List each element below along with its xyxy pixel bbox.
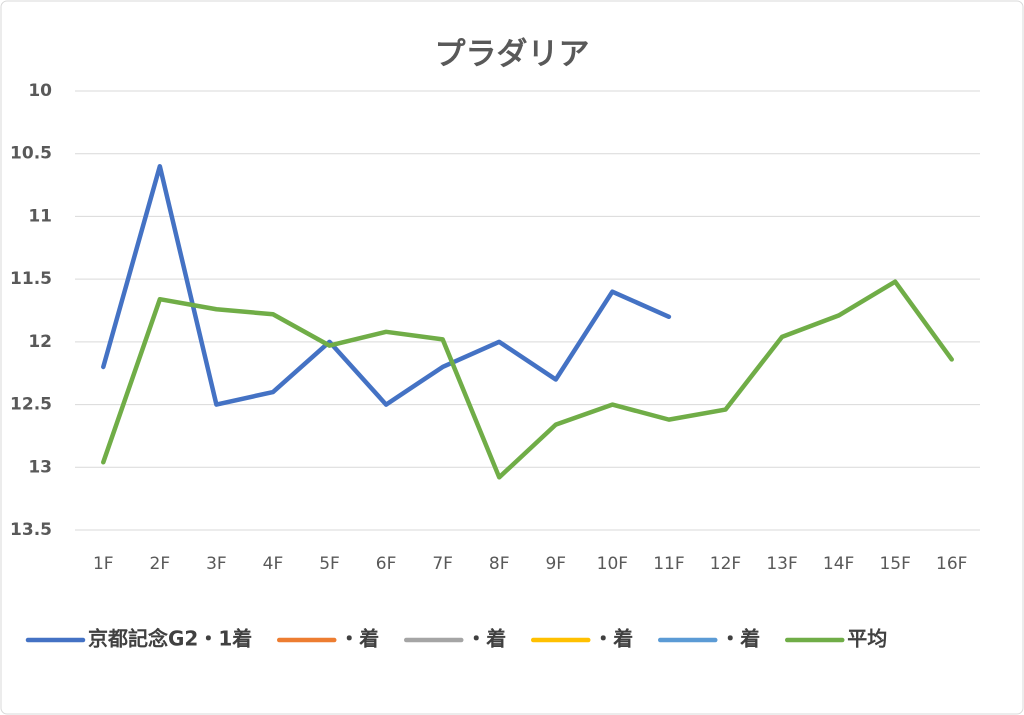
y-tick-label: 11.5 xyxy=(10,269,52,289)
x-tick-label: 9F xyxy=(545,554,566,574)
legend-label: ・着 xyxy=(466,627,506,651)
x-tick-label: 12F xyxy=(710,554,741,574)
y-tick-label: 12 xyxy=(28,332,52,352)
x-tick-label: 6F xyxy=(376,554,397,574)
x-tick-label: 7F xyxy=(432,554,453,574)
x-tick-label: 14F xyxy=(823,554,854,574)
series-line xyxy=(101,279,954,480)
legend-label: 平均 xyxy=(847,627,887,651)
x-tick-label: 11F xyxy=(653,554,684,574)
y-tick-label: 10 xyxy=(28,81,52,101)
series-line xyxy=(101,164,672,407)
y-tick-label: 13.5 xyxy=(10,520,52,540)
x-tick-label: 13F xyxy=(766,554,797,574)
x-tick-label: 4F xyxy=(263,554,284,574)
x-tick-label: 15F xyxy=(879,554,910,574)
x-tick-label: 5F xyxy=(319,554,340,574)
legend-label: ・着 xyxy=(593,627,633,651)
x-tick-label: 1F xyxy=(93,554,114,574)
legend-label: 京都記念G2・1着 xyxy=(88,627,252,651)
x-tick-label: 10F xyxy=(597,554,628,574)
y-tick-label: 10.5 xyxy=(10,144,52,164)
x-tick-label: 8F xyxy=(489,554,510,574)
y-tick-label: 12.5 xyxy=(10,395,52,415)
x-tick-label: 2F xyxy=(150,554,171,574)
x-tick-label: 16F xyxy=(936,554,967,574)
legend-label: ・着 xyxy=(720,627,760,651)
legend-label: ・着 xyxy=(339,627,379,651)
chart-title: プラダリア xyxy=(435,37,590,73)
x-tick-label: 3F xyxy=(206,554,227,574)
y-tick-label: 13 xyxy=(28,457,52,477)
y-tick-label: 11 xyxy=(28,206,52,226)
